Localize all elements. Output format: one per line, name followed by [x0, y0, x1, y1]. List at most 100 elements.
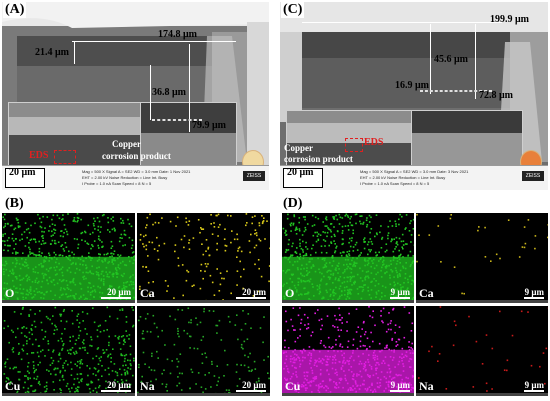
measure-21-4: 21.4 μm	[35, 47, 69, 58]
sem-image-a: 174.8 μm 21.4 μm 36.8 μm 79.9 μm EDS Cop…	[2, 2, 269, 190]
eds-map-dots-o	[2, 213, 135, 303]
eds-map-dots-ca	[416, 213, 548, 295]
map-footer-strip	[2, 393, 135, 396]
measure-line-trench-a	[150, 65, 151, 120]
sem-background-a	[2, 2, 269, 190]
scale-bar-label: 20 μm	[242, 287, 266, 297]
eds-map-b-ca: Ca 20 μm	[137, 213, 270, 303]
panel-label-d: (D)	[281, 196, 305, 212]
sem-info-bar-a: 20 μm Mag = 500 X Signal A = SE2 WD = 3.…	[2, 165, 269, 190]
corrosion-note-line2-c: corrosion product	[284, 154, 353, 164]
scale-bar-line	[524, 297, 544, 299]
scale-bar-label: 20 μm	[107, 380, 131, 390]
scale-bar-label-a: 20 μm	[9, 167, 36, 178]
measure-45-6: 45.6 μm	[434, 54, 468, 65]
scale-bar-label: 20 μm	[242, 380, 266, 390]
element-label-cu: Cu	[5, 379, 21, 393]
eds-label-c: EDS	[364, 137, 384, 148]
eds-map-d-cu: Cu 9 μm	[282, 306, 414, 396]
map-footer-strip	[416, 300, 548, 303]
scale-bar-line	[236, 390, 266, 392]
eds-map-b-o: O 20 μm	[2, 213, 135, 303]
measure-line-total-c	[475, 24, 476, 99]
element-label-o: O	[285, 286, 295, 300]
corrosion-note-line1-c: Copper	[284, 143, 313, 153]
scale-bar-label: 9 μm	[524, 380, 544, 390]
eds-region-box-c	[345, 138, 363, 152]
zeiss-logo-a: ZEISS	[243, 171, 265, 181]
scale-bar-line	[101, 390, 131, 392]
panel-label-c: (C)	[281, 2, 305, 18]
eds-map-d-o: O 9 μm	[282, 213, 414, 303]
eds-map-dots-na	[137, 307, 270, 396]
element-label-cu: Cu	[285, 379, 301, 393]
inset-trench-a	[140, 102, 237, 166]
measure-line-small-c	[430, 64, 431, 90]
scale-bar-o: 20 μm	[101, 287, 131, 299]
measure-line-width-a	[72, 41, 236, 42]
scale-bar-label: 9 μm	[524, 287, 544, 297]
scale-bar-line	[524, 390, 544, 392]
scale-bar-line	[101, 297, 131, 299]
map-footer-strip	[282, 300, 414, 303]
sem-meta-2-c: EHT = 2.00 kV Noise Reduction = Line Int…	[360, 175, 446, 180]
scale-bar-line	[390, 390, 410, 392]
map-footer-strip	[416, 393, 548, 396]
measure-line-width-c	[302, 22, 502, 23]
eds-map-dots-cu	[3, 306, 135, 396]
map-footer-strip	[282, 393, 414, 396]
map-footer-strip	[137, 300, 270, 303]
scale-bar-label-c: 20 μm	[287, 167, 314, 178]
scale-bar-line	[390, 297, 410, 299]
scale-bar-cu: 9 μm	[390, 380, 410, 392]
scale-bar-na: 9 μm	[524, 380, 544, 392]
element-label-ca: Ca	[419, 286, 434, 300]
eds-map-b-cu: Cu 20 μm	[2, 306, 135, 396]
measure-174-8: 174.8 μm	[158, 29, 197, 40]
scale-bar-box-c	[283, 168, 323, 188]
measure-16-9: 16.9 μm	[395, 80, 429, 91]
sem-meta-2-a: EHT = 2.00 kV Noise Reduction = Line Int…	[82, 175, 168, 180]
scale-bar-box-a	[5, 168, 45, 188]
element-label-na: Na	[140, 379, 155, 393]
scale-bar-ca: 9 μm	[524, 287, 544, 299]
scale-bar-line	[236, 297, 266, 299]
sem-meta-3-c: I Probe = 1.0 nA Scan Speed = 8 N = 5	[360, 181, 430, 186]
element-label-o: O	[5, 286, 15, 300]
scale-bar-ca: 20 μm	[236, 287, 266, 299]
zeiss-logo-c: ZEISS	[522, 171, 544, 181]
sem-image-c: 199.9 μm 45.6 μm 16.9 μm 72.8 μm EDS Cop…	[280, 2, 548, 190]
measure-line-depth-c	[430, 24, 431, 94]
measure-line-total-a	[189, 44, 190, 132]
measure-199-9: 199.9 μm	[490, 14, 529, 25]
measure-line-depth-a	[74, 42, 75, 64]
measure-79-9: 79.9 μm	[192, 120, 226, 131]
map-footer-strip	[2, 300, 135, 303]
eds-label-a: EDS	[29, 150, 49, 161]
scale-bar-label: 20 μm	[107, 287, 131, 297]
eds-map-d-ca: Ca 9 μm	[416, 213, 548, 303]
measure-dash-a	[152, 119, 202, 121]
scale-bar-na: 20 μm	[236, 380, 266, 392]
inset-trench-c	[411, 110, 523, 167]
scale-bar-o: 9 μm	[390, 287, 410, 299]
panel-label-b: (B)	[3, 196, 26, 212]
map-footer-strip	[137, 393, 270, 396]
measure-36-8: 36.8 μm	[152, 87, 186, 98]
corrosion-note-line2-a: corrosion product	[102, 151, 171, 161]
corrosion-note-line1-a: Copper	[112, 139, 141, 149]
eds-region-box-a	[54, 150, 76, 164]
sem-info-bar-c: 20 μm Mag = 500 X Signal A = SE2 WD = 3.…	[280, 165, 548, 190]
eds-map-d-na: Na 9 μm	[416, 306, 548, 396]
eds-map-dots-ca	[139, 213, 270, 303]
element-label-ca: Ca	[140, 286, 155, 300]
eds-map-dots-o	[282, 213, 414, 303]
measure-dash-c	[420, 90, 492, 92]
sem-meta-1-c: Mag = 500 X Signal A = SE2 WD = 3.0 mm D…	[360, 169, 469, 174]
panel-label-a: (A)	[3, 2, 27, 18]
measure-72-8: 72.8 μm	[479, 90, 513, 101]
sem-meta-1-a: Mag = 500 X Signal A = SE2 WD = 3.0 mm D…	[82, 169, 191, 174]
scale-bar-label: 9 μm	[390, 287, 410, 297]
element-label-na: Na	[419, 379, 434, 393]
sem-meta-3-a: I Probe = 1.0 nA Scan Speed = 8 N = 5	[82, 181, 152, 186]
